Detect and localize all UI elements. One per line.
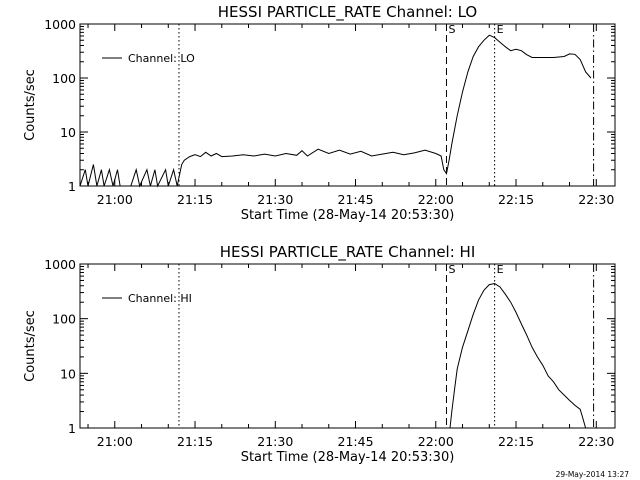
x-tick-label: 22:30 [578,434,614,449]
chart-title: HESSI PARTICLE_RATE Channel: HI [220,243,476,262]
event-marker-label: S [448,263,455,276]
y-axis-label: Counts/sec [23,310,38,382]
x-axis-label: Start Time (28-May-14 20:53:30) [241,450,455,465]
x-axis-label: Start Time (28-May-14 20:53:30) [241,208,455,223]
chart-title: HESSI PARTICLE_RATE Channel: LO [218,3,477,22]
y-tick-label: 100 [52,312,76,327]
x-tick-label: 21:15 [177,434,213,449]
y-tick-label: 1 [68,421,76,436]
series-line [79,34,592,188]
x-tick-label: 21:45 [338,192,374,207]
x-tick-label: 21:00 [97,434,133,449]
series-line [449,282,587,429]
x-tick-label: 22:00 [418,434,454,449]
plot-frame [79,23,616,187]
x-tick-label: 22:15 [498,434,534,449]
event-marker-label: S [448,23,455,36]
y-tick-label: 1000 [44,17,76,32]
legend-label: Channel: LO [128,52,195,65]
event-marker-label: E [497,23,504,36]
event-marker-label: E [497,263,504,276]
legend-label: Channel: HI [128,292,192,305]
y-axis-label: Counts/sec [23,69,38,141]
x-tick-label: 22:15 [498,192,534,207]
plot-frame [79,263,616,429]
y-tick-label: 1000 [44,257,76,272]
x-tick-label: 22:30 [578,192,614,207]
x-tick-label: 21:15 [177,192,213,207]
panel-hi: HESSI PARTICLE_RATE Channel: HI 21:00 21:1… [23,243,616,465]
panel-lo: HESSI PARTICLE_RATE Channel: LO 21:00 21:1… [23,3,616,223]
y-tick-label: 10 [60,125,76,140]
x-tick-label: 21:45 [338,434,374,449]
x-tick-label: 22:00 [418,192,454,207]
y-tick-label: 10 [60,366,76,381]
y-tick-label: 100 [52,71,76,86]
y-tick-label: 1 [68,179,76,194]
x-tick-label: 21:30 [257,434,293,449]
footer-timestamp: 29-May-2014 13:27 [556,470,630,479]
x-tick-label: 21:00 [97,192,133,207]
x-tick-label: 21:30 [257,192,293,207]
